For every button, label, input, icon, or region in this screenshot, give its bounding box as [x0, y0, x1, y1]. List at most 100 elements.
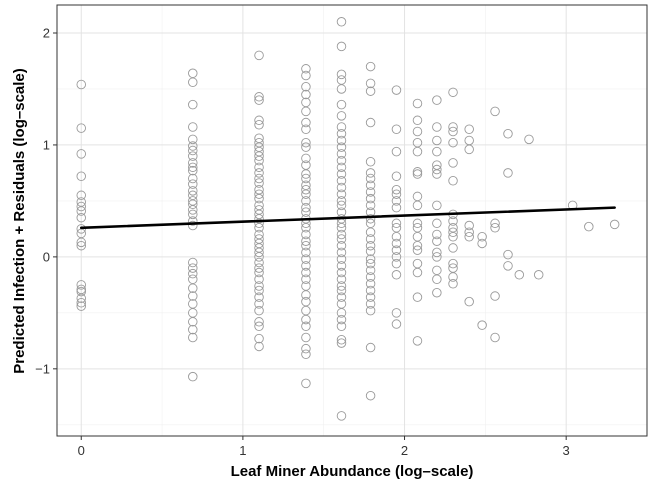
data-point — [76, 240, 86, 251]
data-point — [301, 274, 311, 285]
data-point — [412, 115, 423, 126]
data-point — [301, 202, 311, 213]
data-point — [336, 321, 347, 332]
data-point — [188, 283, 198, 293]
data-point — [76, 123, 86, 133]
data-point — [336, 229, 347, 240]
data-point — [464, 220, 474, 231]
data-point — [336, 314, 347, 325]
data-point — [336, 99, 347, 110]
data-point — [412, 292, 423, 302]
data-point — [432, 218, 442, 229]
data-point — [336, 308, 347, 318]
data-point — [336, 207, 347, 217]
data-point — [432, 200, 442, 211]
data-point — [503, 168, 513, 178]
data-point — [188, 162, 198, 173]
data-point — [301, 117, 311, 128]
data-point — [391, 85, 402, 95]
data-point — [448, 258, 458, 269]
data-point — [301, 349, 311, 360]
data-point — [254, 50, 264, 61]
plot-panel — [56, 4, 648, 437]
data-point — [391, 124, 402, 135]
data-point — [188, 186, 198, 196]
data-point — [464, 227, 474, 237]
y-axis-title: Predicted Infection + Residuals (log–sca… — [11, 68, 28, 374]
data-point — [336, 411, 347, 421]
data-point — [254, 178, 264, 188]
data-point — [188, 257, 198, 268]
data-point — [412, 169, 423, 179]
data-point — [76, 212, 86, 223]
data-point — [188, 209, 198, 220]
data-point — [301, 261, 311, 271]
data-point — [336, 247, 347, 258]
y-tick-label: 1 — [43, 137, 50, 152]
data-point — [365, 285, 376, 296]
data-point — [503, 249, 513, 260]
data-point — [365, 78, 376, 89]
data-point — [477, 238, 487, 249]
data-point — [391, 270, 402, 280]
data-point — [477, 320, 487, 330]
data-point — [254, 274, 264, 285]
data-point — [188, 122, 198, 132]
data-point — [254, 151, 264, 161]
data-point — [188, 220, 198, 231]
data-point — [365, 193, 376, 204]
data-point — [448, 122, 458, 132]
data-point — [365, 173, 376, 184]
data-point — [336, 281, 347, 291]
data-point — [188, 99, 198, 110]
data-point — [490, 291, 500, 301]
data-point — [336, 176, 347, 186]
data-point — [412, 336, 423, 346]
data-point — [365, 240, 376, 251]
data-point — [336, 169, 347, 179]
x-tick-label: 2 — [401, 443, 408, 458]
data-point — [490, 218, 500, 229]
data-point — [336, 142, 347, 152]
data-point — [365, 214, 376, 224]
data-point — [188, 199, 198, 210]
data-point — [336, 149, 347, 159]
data-point — [365, 292, 376, 302]
data-point — [301, 321, 311, 332]
data-point — [365, 299, 376, 309]
data-point — [524, 134, 534, 145]
data-point — [188, 158, 198, 168]
data-point — [254, 333, 264, 344]
data-point — [365, 86, 376, 96]
data-point — [301, 290, 311, 300]
data-point — [490, 332, 500, 343]
data-point — [391, 189, 402, 199]
data-point — [336, 135, 347, 146]
data-point — [391, 146, 402, 157]
data-point — [432, 135, 442, 146]
data-point — [301, 247, 311, 258]
data-point — [336, 84, 347, 94]
data-point — [432, 164, 442, 175]
data-point — [188, 151, 198, 161]
data-point — [188, 165, 198, 176]
data-point — [301, 137, 311, 148]
data-point — [448, 227, 458, 237]
data-point — [254, 218, 264, 229]
data-point — [301, 267, 311, 278]
data-point — [448, 158, 458, 168]
data-point — [254, 189, 264, 199]
data-point — [464, 144, 474, 155]
data-point — [301, 70, 311, 81]
data-point — [365, 390, 376, 401]
data-point — [448, 216, 458, 226]
data-point — [254, 95, 264, 105]
data-point — [432, 287, 442, 298]
data-point — [188, 77, 198, 87]
data-point — [365, 187, 376, 197]
data-point — [412, 126, 423, 137]
data-point — [533, 270, 544, 280]
data-point — [336, 338, 347, 348]
data-point — [584, 221, 594, 232]
data-point — [188, 141, 198, 151]
